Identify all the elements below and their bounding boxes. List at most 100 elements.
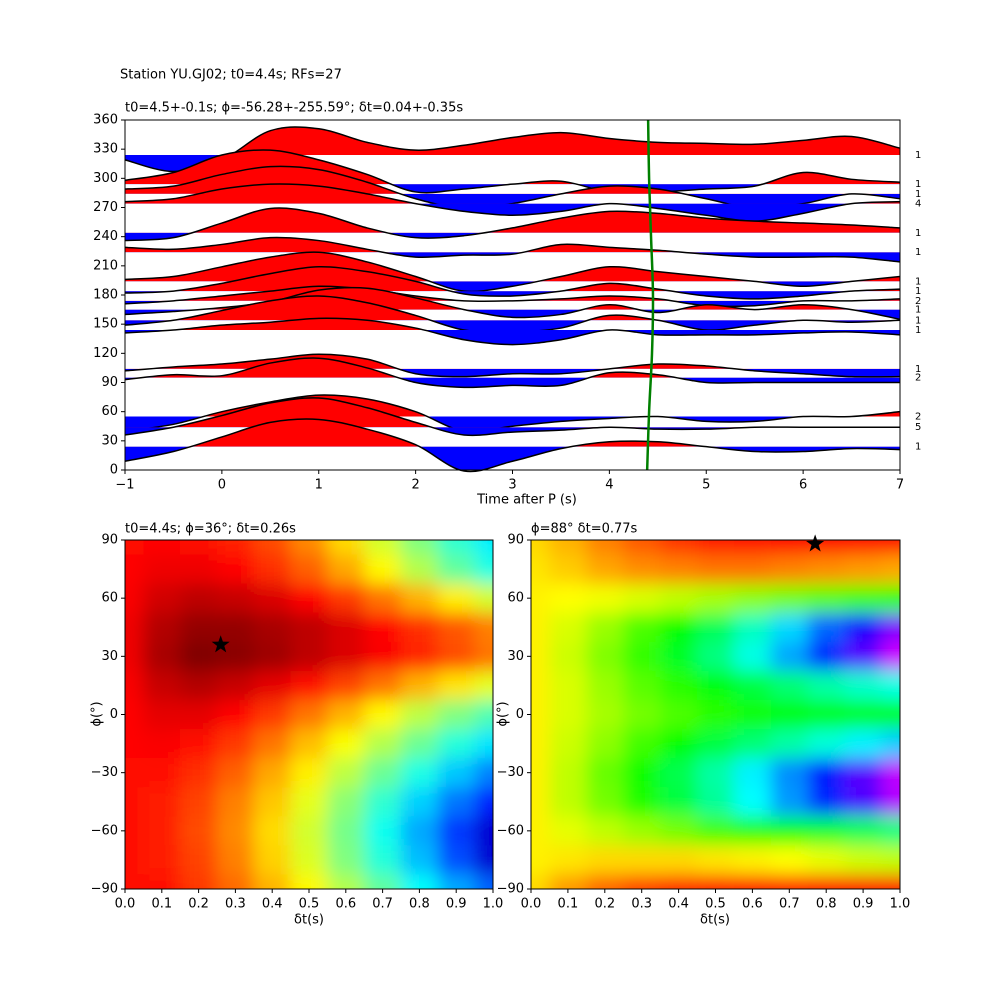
heatmap-cell (143, 699, 181, 730)
trace-line (124, 251, 901, 293)
x-tick-label: 0.9 (853, 897, 874, 912)
negative-fill (125, 281, 900, 292)
heatmap-cell (474, 699, 493, 730)
heatmap-cell (623, 816, 661, 846)
heatmap-cell (697, 845, 735, 875)
best-fit-star (211, 635, 230, 653)
heatmap-cell (733, 670, 772, 701)
heatmap-cell (180, 845, 218, 875)
heatmap-cell (844, 845, 883, 875)
heatmap-cell (401, 670, 439, 701)
x-tick-label: 2 (411, 478, 419, 493)
heatmap-cell (733, 816, 772, 846)
negative-fill (125, 446, 900, 470)
heatmap-cell (143, 641, 181, 672)
heatmap-cell (327, 816, 365, 846)
heatmap-cell (807, 583, 846, 614)
heatmap-cell (364, 583, 402, 614)
x-tick-label: 1.0 (890, 897, 911, 912)
x-tick-label: 0.5 (705, 897, 726, 912)
heatmap-cell (733, 758, 772, 788)
trace-line (124, 353, 901, 378)
heatmap-cell (437, 816, 476, 846)
heatmap-cell (290, 641, 328, 672)
heatmap-cell (364, 758, 402, 788)
heatmap-cell (474, 612, 493, 643)
x-tick-label: 0.0 (115, 897, 136, 912)
heatmap-cell (364, 729, 402, 759)
heatmap-cell (180, 816, 218, 846)
heatmap-cell (844, 787, 883, 817)
heatmap-cell (531, 729, 550, 759)
x-tick-label: −1 (115, 478, 134, 493)
heatmap-cell (733, 729, 772, 759)
rf-count-label: 2 (915, 296, 921, 307)
heatmap-cell (807, 699, 846, 730)
heatmap-cell (290, 874, 328, 889)
heatmap-cell (364, 554, 402, 585)
heatmap-cell (125, 554, 144, 585)
heatmap-cell (697, 758, 735, 788)
heatmap-cell (217, 612, 255, 643)
heatmap-cell (623, 787, 661, 817)
heatmap-cell (217, 845, 255, 875)
heatmap-cell (437, 729, 476, 759)
positive-fill (125, 184, 900, 204)
heatmap-cell (881, 816, 900, 846)
heatmap-cell (125, 874, 144, 889)
trace-line (124, 266, 901, 300)
heatmap-cell (531, 874, 550, 889)
heatmap-cell (401, 787, 439, 817)
heatmap-cell (437, 758, 476, 788)
heatmap-cell (549, 612, 587, 643)
heatmap-cell (531, 758, 550, 788)
heatmap-cell (327, 874, 365, 889)
heatmap-cell (586, 641, 624, 672)
heatmap (125, 540, 493, 889)
heatmap-cell (733, 612, 772, 643)
heatmap-cell (733, 874, 772, 889)
rf-count-label: 1 (915, 189, 921, 200)
positive-fill (190, 419, 707, 447)
heatmap-cell (697, 540, 735, 556)
heatmap-cell (253, 583, 292, 614)
heatmap-cell (770, 554, 809, 585)
heatmap-cell (586, 816, 624, 846)
y-axis-label: ϕ(°) (90, 701, 105, 726)
chart-title: ϕ=88° δt=0.77s (531, 522, 638, 537)
heatmap-cell (180, 540, 218, 556)
heatmap-cell (549, 641, 587, 672)
heatmap-cell (549, 699, 587, 730)
x-axis-label: δt(s) (700, 913, 730, 928)
heatmap-cell (881, 641, 900, 672)
heatmap-cell (327, 670, 365, 701)
heatmap-cell (437, 874, 476, 889)
heatmap-cell (660, 583, 698, 614)
heatmap-cell (290, 758, 328, 788)
heatmap-cell (364, 699, 402, 730)
heatmap-cell (807, 874, 846, 889)
y-tick-label: 60 (101, 591, 118, 606)
heatmap-cell (364, 670, 402, 701)
heatmap-cell (143, 816, 181, 846)
heatmap-cell (437, 699, 476, 730)
x-tick-label: 0.0 (521, 897, 542, 912)
heatmap-cell (217, 540, 255, 556)
heatmap-cell (217, 787, 255, 817)
y-tick-label: 150 (93, 317, 118, 332)
heatmap-cell (217, 554, 255, 585)
heatmap-cell (125, 612, 144, 643)
heatmap-cell (253, 845, 292, 875)
heatmap-cell (586, 583, 624, 614)
heatmap-cell (364, 641, 402, 672)
heatmap-cell (623, 641, 661, 672)
heatmap-cell (217, 699, 255, 730)
heatmap-cell (143, 845, 181, 875)
heatmap-cell (180, 641, 218, 672)
y-tick-label: 30 (101, 649, 118, 664)
heatmap-cell (844, 540, 883, 556)
heatmap-cell (844, 758, 883, 788)
heatmap-cell (697, 816, 735, 846)
heatmap-cell (660, 554, 698, 585)
heatmap-cell (327, 612, 365, 643)
